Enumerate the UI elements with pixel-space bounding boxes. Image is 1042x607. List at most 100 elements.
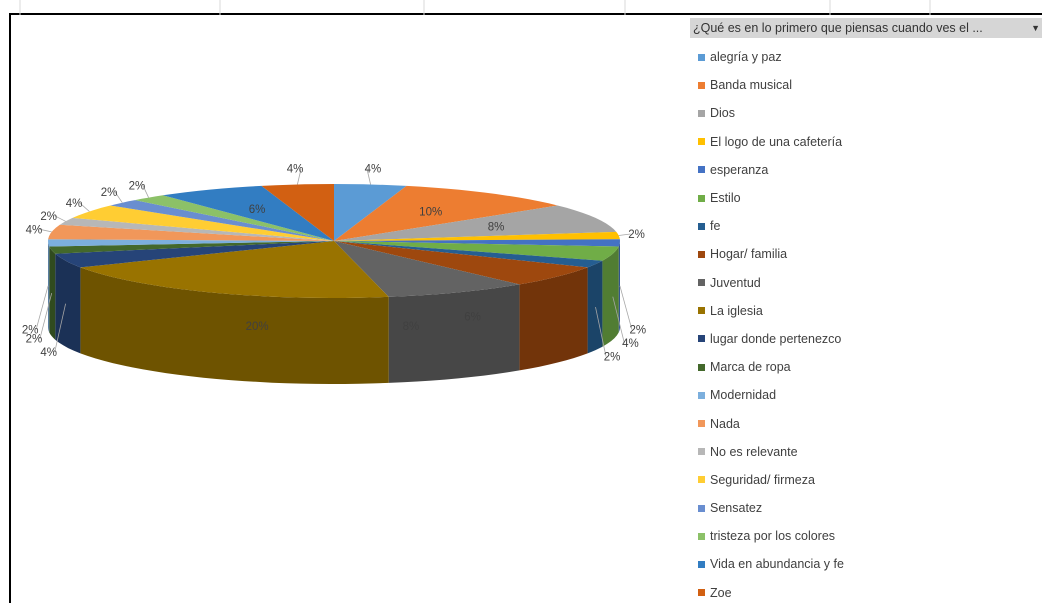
pie-slice[interactable] (59, 217, 335, 241)
legend-label: tristeza por los colores (710, 529, 836, 544)
legend-item[interactable]: Estilo (698, 184, 844, 212)
field-filter-button[interactable]: ¿Qué es en lo primero que piensas cuando… (690, 18, 1042, 38)
data-label: 4% (66, 198, 83, 210)
legend-swatch (698, 138, 705, 146)
legend-label: fe (710, 219, 721, 234)
leader-line (54, 303, 66, 353)
pie-slice[interactable] (162, 185, 334, 241)
pie-slice[interactable] (334, 185, 558, 241)
pie-slice-side (49, 246, 56, 340)
pie-slice-side (587, 260, 603, 354)
leader-line (39, 292, 53, 339)
legend-swatch (698, 279, 705, 287)
legend-item[interactable]: Nada (698, 409, 844, 437)
pie-slice[interactable] (49, 241, 335, 254)
legend-label: No es relevante (710, 444, 798, 459)
legend-swatch (698, 81, 705, 89)
data-label: 4% (40, 347, 57, 359)
legend-swatch (698, 307, 705, 315)
leader-line (114, 191, 123, 203)
data-label: 10% (419, 206, 442, 218)
legend-label: lugar donde pertenezco (710, 331, 842, 346)
legend-label: La iglesia (710, 303, 763, 318)
pie-slice-side (80, 267, 389, 384)
legend-item[interactable]: Modernidad (698, 381, 844, 409)
legend-swatch (698, 222, 705, 230)
legend-label: Nada (710, 416, 740, 431)
legend-swatch (698, 53, 705, 61)
legend-item[interactable]: Marca de ropa (698, 353, 844, 381)
data-label: 2% (40, 211, 57, 223)
legend-item[interactable]: lugar donde pertenezco (698, 325, 844, 353)
leader-line (595, 307, 607, 357)
chart-legend: alegría y paz Banda musical Dios El logo de… (698, 43, 844, 607)
legend-swatch (698, 335, 705, 343)
legend-item[interactable]: Vida en abundancia y fe (698, 550, 844, 578)
leader-line (39, 228, 52, 233)
data-label: 4% (26, 224, 43, 236)
legend-item[interactable]: Seguridad/ firmeza (698, 466, 844, 494)
legend-swatch (698, 166, 705, 174)
legend-label: Zoe (710, 585, 732, 600)
legend-swatch (698, 363, 705, 371)
leader-line (297, 168, 302, 185)
legend-item[interactable]: La iglesia (698, 297, 844, 325)
legend-label: Estilo (710, 191, 741, 206)
pie-slice-side (618, 241, 620, 333)
pie-slice-side (602, 246, 619, 347)
data-label: 2% (22, 324, 39, 336)
data-label: 2% (26, 334, 43, 346)
legend-item[interactable]: Banda musical (698, 71, 844, 99)
legend-swatch (698, 532, 705, 540)
pie-slice[interactable] (110, 200, 335, 241)
legend-item[interactable]: fe (698, 212, 844, 240)
pie-slice[interactable] (334, 241, 619, 261)
pie-slice[interactable] (334, 241, 603, 268)
legend-item[interactable]: esperanza (698, 156, 844, 184)
legend-swatch (698, 109, 705, 117)
legend-swatch (698, 448, 705, 456)
pie-slice[interactable] (334, 239, 620, 247)
legend-item[interactable]: Dios (698, 99, 844, 127)
pie-slice-side (519, 267, 588, 371)
legend-label: Banda musical (710, 78, 792, 93)
pie-slice[interactable] (334, 184, 407, 241)
dropdown-arrow-icon[interactable]: ▼ (1031, 23, 1040, 33)
legend-swatch (698, 194, 705, 202)
legend-item[interactable]: alegría y paz (698, 43, 844, 71)
pie-slice[interactable] (48, 239, 334, 247)
pie-slice[interactable] (334, 241, 520, 297)
legend-item[interactable]: Hogar/ familia (698, 240, 844, 268)
data-label: 8% (403, 321, 420, 333)
legend-label: Modernidad (710, 388, 777, 403)
data-label: 2% (101, 187, 118, 199)
legend-label: Hogar/ familia (710, 247, 788, 262)
chart-frame (9, 13, 1042, 603)
pie-slice[interactable] (80, 241, 389, 298)
pie-slice[interactable] (334, 205, 617, 242)
pie-slice[interactable] (55, 241, 334, 268)
legend-label: El logo de una cafetería (710, 134, 843, 149)
pie-slice[interactable] (135, 195, 334, 241)
leader-line (618, 233, 631, 236)
pie-slice-side (55, 253, 81, 354)
pie-slice[interactable] (72, 205, 335, 242)
pie-slice[interactable] (48, 224, 334, 241)
legend-item[interactable]: Sensatez (698, 494, 844, 522)
leader-line (366, 168, 371, 185)
pie-slice[interactable] (261, 184, 335, 241)
legend-item[interactable]: Zoe (698, 579, 844, 607)
legend-item[interactable]: No es relevante (698, 438, 844, 466)
legend-swatch (698, 589, 705, 597)
legend-item[interactable]: tristeza por los colores (698, 522, 844, 550)
legend-item[interactable]: El logo de una cafetería (698, 128, 844, 156)
data-label: 2% (628, 229, 645, 241)
pie-slice[interactable] (334, 241, 588, 285)
leader-line (54, 215, 66, 222)
legend-item[interactable]: Juventud (698, 269, 844, 297)
pie-slice[interactable] (334, 231, 620, 241)
data-label: 4% (365, 164, 382, 176)
legend-label: Dios (710, 106, 736, 121)
data-label: 20% (246, 321, 269, 333)
data-label: 6% (464, 311, 481, 323)
